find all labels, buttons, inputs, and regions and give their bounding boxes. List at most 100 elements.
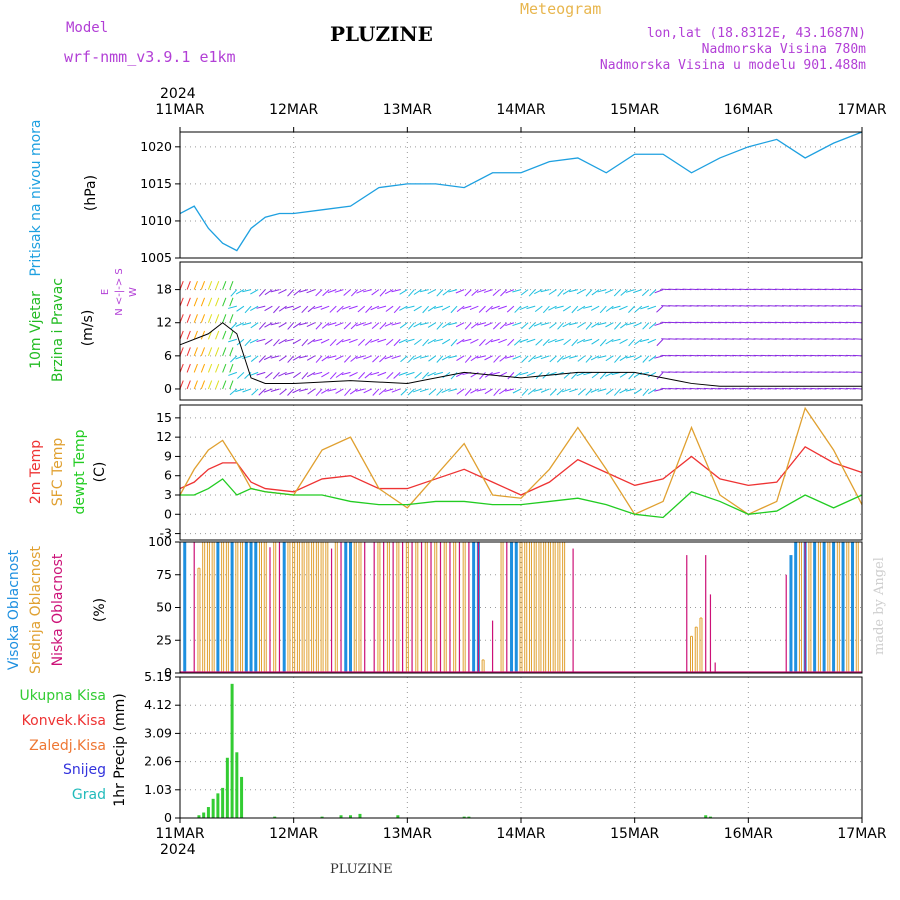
wind-barb — [207, 347, 213, 357]
wind-barb — [441, 305, 451, 311]
low-cloud-bar — [785, 574, 787, 673]
wind-barb — [427, 322, 437, 328]
x-tick-label-top: 12MAR — [269, 102, 318, 118]
wind-barb — [476, 355, 486, 359]
chart-title: PLUZINE — [330, 22, 433, 46]
wind-barb — [450, 372, 458, 380]
year-label-top: 2024 — [160, 86, 196, 102]
wind-barb — [263, 388, 273, 393]
wind-barb — [258, 355, 266, 363]
wind-barb — [585, 322, 593, 330]
wind-barb — [301, 338, 309, 347]
wind-barb — [448, 388, 458, 392]
wind-barb — [384, 355, 394, 360]
wind-barb — [200, 330, 206, 340]
wind-barbs — [179, 281, 863, 397]
wind-barb — [179, 297, 184, 307]
wind-label-2: Brzina i Pravac — [50, 278, 66, 382]
wind-barb — [284, 371, 294, 376]
y-tick-label: 4.12 — [144, 697, 172, 712]
wind-barb — [852, 288, 863, 291]
wind-barb — [258, 388, 266, 396]
wind-barb — [256, 305, 266, 309]
wind-barb — [287, 322, 295, 330]
sfctemp-label: SFC Temp — [50, 438, 66, 507]
wind-barb — [577, 388, 586, 396]
wind-barb — [563, 338, 572, 346]
wind-barb — [414, 372, 422, 379]
wind-barb — [427, 305, 437, 312]
precip-unit: 1hr Precip (mm) — [112, 693, 128, 806]
wind-barb — [384, 388, 394, 392]
y-tick-label: 0 — [164, 381, 172, 396]
wind-barb — [235, 388, 245, 393]
wind-barb — [371, 289, 380, 296]
wind-barb — [315, 355, 323, 363]
wind-barb — [386, 372, 394, 380]
wind-barb — [235, 355, 245, 360]
precip-legend-1: Konvek.Kisa — [22, 713, 106, 729]
high-cloud-label: Visoka Oblacnost — [6, 549, 22, 670]
wind-barb — [562, 289, 571, 295]
wind-barb — [362, 289, 372, 293]
wind-barb — [647, 371, 657, 378]
wind-barb — [519, 305, 529, 311]
precip-legend-4: Grad — [72, 787, 106, 803]
wind-barb — [228, 371, 238, 376]
wind-barb — [408, 289, 415, 297]
wind-barb — [436, 322, 444, 330]
wind-barb — [605, 338, 614, 345]
wind-barb — [625, 289, 635, 293]
low-cloud-bar — [278, 542, 281, 673]
wind-barb — [270, 322, 280, 326]
wind-barb — [306, 322, 316, 328]
y-tick-label: 1010 — [140, 213, 172, 228]
wind-barb — [236, 338, 245, 346]
wind-barb — [344, 388, 351, 396]
wind-barb — [576, 338, 586, 344]
wind-barb — [229, 281, 234, 290]
wind-barb — [400, 388, 408, 396]
high-cloud-bar — [510, 542, 514, 673]
wind-barb — [422, 372, 430, 380]
wind-barb — [500, 289, 508, 297]
wind-barb — [385, 338, 394, 346]
wind-barb — [569, 388, 578, 393]
x-tick-label-bottom: 12MAR — [269, 826, 318, 842]
wind-barb — [207, 314, 213, 323]
y-tick-label: 75 — [156, 567, 172, 582]
wind-barb — [384, 322, 394, 327]
panel-frame — [179, 261, 863, 401]
temp2m-label: 2m Temp — [28, 440, 44, 504]
wind-barb — [273, 338, 280, 347]
wind-barb — [640, 338, 650, 343]
wind-barb — [492, 289, 501, 296]
wind-barb — [442, 322, 451, 329]
wind-barb — [355, 388, 365, 392]
wind-barb — [363, 388, 373, 394]
wind-barb — [299, 322, 308, 326]
wind-barb — [193, 314, 198, 323]
precip-bar — [225, 757, 229, 818]
wind-barb — [614, 355, 621, 363]
wind-barb — [229, 380, 234, 390]
wind-barb — [258, 289, 266, 297]
wind-barb — [519, 371, 529, 376]
wind-barb — [235, 289, 245, 295]
wind-barb — [633, 289, 642, 294]
wind-barb — [293, 371, 302, 378]
wind-barb — [583, 305, 593, 309]
high-cloud-bar — [851, 542, 855, 673]
wind-barb — [256, 371, 266, 376]
wind-barb — [313, 305, 323, 310]
high-cloud-bar — [794, 542, 798, 673]
wind-barb — [370, 371, 380, 376]
wind-barb — [293, 289, 302, 296]
x-tick-label-top: 16MAR — [724, 102, 773, 118]
wind-barb — [526, 305, 536, 310]
wind-barb — [278, 371, 287, 377]
wind-barb — [456, 305, 465, 313]
high-cloud-bar — [216, 542, 220, 673]
wind-barb — [557, 289, 564, 297]
wind-barb — [654, 289, 664, 294]
